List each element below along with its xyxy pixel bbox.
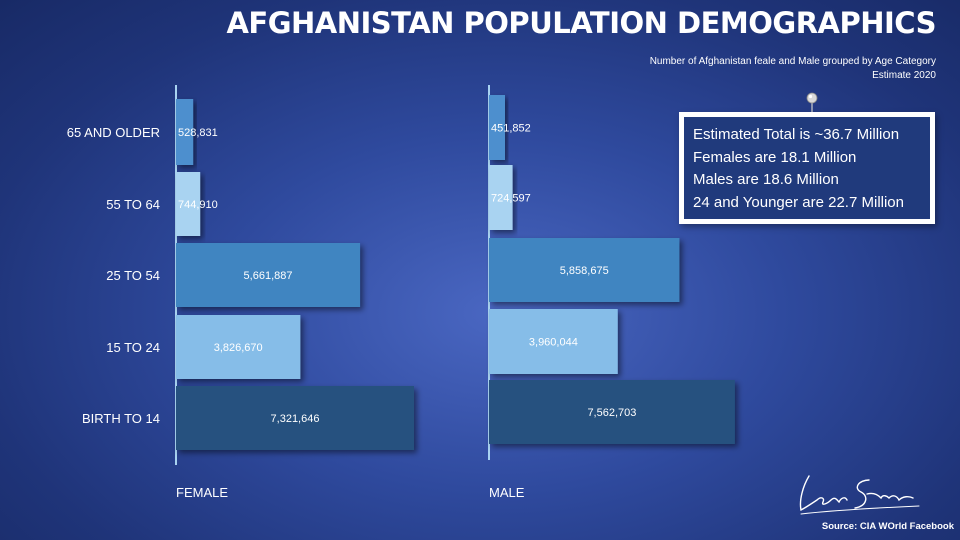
data-label-male: 5,858,675 [560,265,609,277]
data-label-male: 7,562,703 [587,407,636,419]
bar-female [176,172,201,236]
bar-female [176,315,301,379]
data-label-female: 744,910 [178,199,218,211]
source-note: Source: CIA WOrld Facebook [821,521,954,532]
series-label-female: FEMALE [176,485,228,500]
category-label: BIRTH TO 14 [82,411,160,426]
data-label-male: 3,960,044 [529,337,578,349]
data-label-male: 724,597 [491,193,531,205]
bar-male [489,165,513,230]
subtitle-line-1: Number of Afghanistan feale and Male gro… [649,56,936,67]
callout-line-total: Estimated Total is ~36.7 Million [693,126,900,143]
bar-female [176,386,414,450]
chart-subtitle: Number of Afghanistan feale and Male gro… [650,55,936,83]
bar-male [489,95,505,160]
series-label-male: MALE [489,485,525,500]
bar-male [489,309,618,374]
subtitle-line-2: Estimate 2020 [872,70,936,81]
data-label-female: 7,321,646 [271,413,320,425]
bar-female [176,243,361,307]
bar-male [489,238,680,302]
signature [795,470,925,518]
data-label-female: 5,661,887 [244,270,293,282]
chart-title: AFGHANISTAN POPULATION DEMOGRAPHICS [226,6,936,40]
category-label: 15 TO 24 [106,340,160,355]
summary-callout: Estimated Total is ~36.7 Million Females… [679,112,935,224]
category-label: 65 AND OLDER [67,125,160,140]
callout-line-females: Females are 18.1 Million [693,148,857,166]
category-label: 25 TO 54 [106,268,160,283]
callout-line-males: Males are 18.6 Million [693,171,839,188]
data-label-male: 451,852 [491,123,531,135]
data-label-female: 528,831 [178,127,218,139]
bar-male [489,380,735,444]
data-label-female: 3,826,670 [214,342,263,354]
bar-female [176,99,194,165]
callout-line-young: 24 and Younger are 22.7 Million [693,193,904,211]
pushpin-icon [806,92,818,114]
category-label: 55 TO 64 [106,197,160,212]
summary-callout-content: Estimated Total is ~36.7 Million Females… [684,117,930,219]
